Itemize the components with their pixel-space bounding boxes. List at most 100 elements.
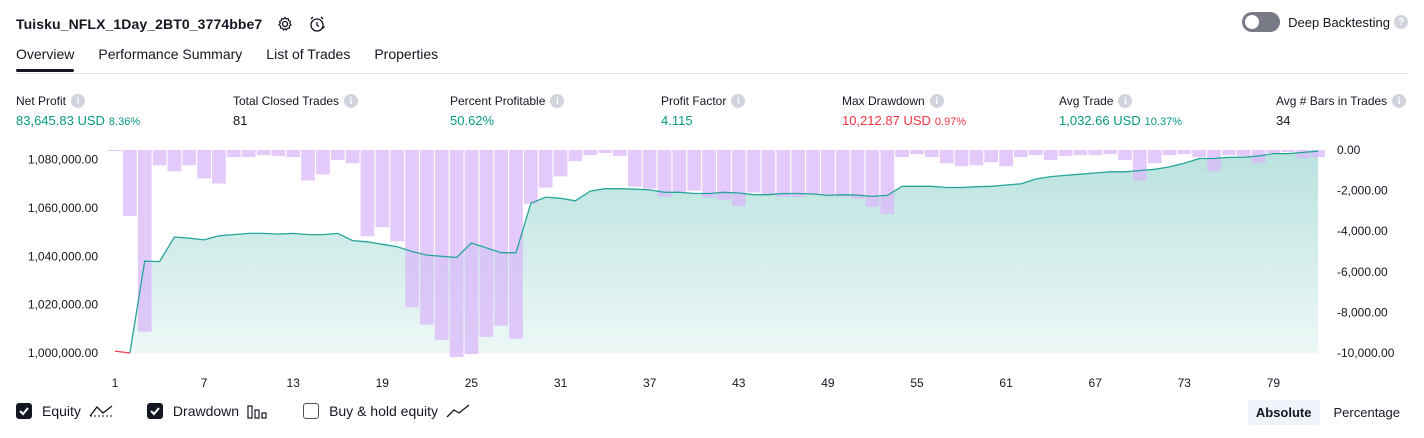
drawdown-bar[interactable] <box>746 150 761 193</box>
tab-performance-summary[interactable]: Performance Summary <box>98 46 243 62</box>
checkbox-checked-icon[interactable] <box>146 403 163 419</box>
drawdown-bar[interactable] <box>330 150 345 161</box>
mode-absolute[interactable]: Absolute <box>1247 400 1320 425</box>
drawdown-bar[interactable] <box>1014 150 1028 158</box>
drawdown-bar[interactable] <box>895 150 909 158</box>
drawdown-bar[interactable] <box>538 150 553 188</box>
drawdown-bar[interactable] <box>910 150 924 155</box>
info-icon[interactable]: i <box>344 94 359 108</box>
drawdown-bar[interactable] <box>167 150 182 172</box>
drawdown-bar[interactable] <box>1147 150 1162 164</box>
drawdown-bar[interactable] <box>657 150 672 197</box>
drawdown-bar[interactable] <box>850 150 865 199</box>
drawdown-bar[interactable] <box>628 150 642 187</box>
drawdown-bar[interactable] <box>1058 150 1073 157</box>
drawdown-bar[interactable] <box>761 150 776 195</box>
drawdown-bar[interactable] <box>375 150 390 228</box>
drawdown-bar[interactable] <box>1073 150 1088 156</box>
drawdown-bar[interactable] <box>672 150 687 193</box>
drawdown-bar[interactable] <box>1088 150 1103 156</box>
legend-buy-hold-equity[interactable]: Buy & hold equity <box>303 403 470 419</box>
deep-backtesting-toggle[interactable] <box>1242 12 1281 32</box>
drawdown-bar[interactable] <box>1132 150 1147 181</box>
drawdown-bar[interactable] <box>1311 150 1325 158</box>
drawdown-bar[interactable] <box>731 150 746 206</box>
drawdown-bar[interactable] <box>449 150 464 358</box>
drawdown-bar[interactable] <box>1029 150 1043 156</box>
drawdown-bar[interactable] <box>687 150 702 191</box>
drawdown-bar[interactable] <box>1162 150 1177 156</box>
drawdown-bar[interactable] <box>776 150 791 197</box>
legend-equity[interactable]: Equity <box>16 403 113 419</box>
alert-clock-icon[interactable] <box>308 15 326 33</box>
drawdown-bar[interactable] <box>197 150 211 179</box>
drawdown-bar[interactable] <box>420 150 434 325</box>
drawdown-bar[interactable] <box>524 150 538 204</box>
drawdown-bar[interactable] <box>390 150 405 242</box>
info-icon[interactable]: i <box>71 94 86 108</box>
drawdown-bar[interactable] <box>806 150 820 195</box>
drawdown-bar[interactable] <box>137 150 152 332</box>
drawdown-bar[interactable] <box>613 150 627 157</box>
info-icon[interactable]: i <box>731 94 746 108</box>
drawdown-bar[interactable] <box>271 150 286 157</box>
info-icon[interactable]: i <box>550 94 565 108</box>
drawdown-bar[interactable] <box>1192 150 1207 158</box>
drawdown-bar[interactable] <box>479 150 494 337</box>
drawdown-bar[interactable] <box>509 150 523 339</box>
tab-properties[interactable]: Properties <box>374 46 439 62</box>
mode-percentage[interactable]: Percentage <box>1333 405 1401 420</box>
drawdown-bar[interactable] <box>182 150 197 166</box>
drawdown-bar[interactable] <box>642 150 657 189</box>
drawdown-bar[interactable] <box>939 150 954 164</box>
drawdown-bar[interactable] <box>316 150 330 175</box>
drawdown-bar[interactable] <box>1118 150 1132 161</box>
drawdown-bar[interactable] <box>821 150 835 195</box>
drawdown-bar[interactable] <box>865 150 880 207</box>
drawdown-bar[interactable] <box>702 150 716 198</box>
equity-line[interactable] <box>129 150 1319 354</box>
checkbox-checked-icon[interactable] <box>16 403 32 419</box>
drawdown-bar[interactable] <box>791 150 806 197</box>
drawdown-bar[interactable] <box>434 150 449 340</box>
drawdown-bar[interactable] <box>925 150 939 158</box>
drawdown-bar[interactable] <box>256 150 271 156</box>
drawdown-bar[interactable] <box>598 150 612 153</box>
drawdown-bar[interactable] <box>1177 150 1192 155</box>
drawdown-bar[interactable] <box>1043 150 1058 161</box>
drawdown-bar[interactable] <box>152 150 167 166</box>
checkbox-unchecked-icon[interactable] <box>303 403 320 419</box>
drawdown-bar[interactable] <box>405 150 419 308</box>
drawdown-bar[interactable] <box>1266 150 1281 153</box>
drawdown-bar[interactable] <box>345 150 360 164</box>
drawdown-bar[interactable] <box>1103 150 1117 155</box>
drawdown-bar[interactable] <box>212 150 226 184</box>
drawdown-bar[interactable] <box>108 150 122 151</box>
tab-overview[interactable]: Overview <box>16 46 75 72</box>
drawdown-bar[interactable] <box>954 150 969 167</box>
drawdown-bar[interactable] <box>286 150 301 158</box>
drawdown-bar[interactable] <box>553 150 568 177</box>
info-icon[interactable]: i <box>1392 94 1407 108</box>
drawdown-bar[interactable] <box>835 150 850 197</box>
drawdown-bar[interactable] <box>1296 150 1310 159</box>
drawdown-bar[interactable] <box>880 150 895 214</box>
drawdown-bar[interactable] <box>583 150 598 156</box>
drawdown-bar[interactable] <box>999 150 1013 167</box>
drawdown-bar[interactable] <box>984 150 999 163</box>
help-icon[interactable]: ? <box>1394 15 1408 29</box>
drawdown-bar[interactable] <box>241 150 256 158</box>
tab-list-of-trades[interactable]: List of Trades <box>266 46 351 62</box>
info-icon[interactable]: i <box>929 94 944 108</box>
drawdown-bar[interactable] <box>1207 150 1221 172</box>
info-icon[interactable]: i <box>1118 94 1133 108</box>
drawdown-bar[interactable] <box>494 150 508 326</box>
equity-drawdown-chart[interactable]: 1,080,000.00 1,060,000.00 1,040,000.00 1,02… <box>0 140 1424 396</box>
drawdown-bar[interactable] <box>301 150 315 181</box>
drawdown-bar[interactable] <box>123 150 137 216</box>
drawdown-bar[interactable] <box>227 150 241 158</box>
drawdown-bar[interactable] <box>717 150 731 200</box>
drawdown-bar[interactable] <box>1222 150 1236 156</box>
drawdown-bar[interactable] <box>1281 150 1296 152</box>
drawdown-bar[interactable] <box>1236 150 1251 157</box>
